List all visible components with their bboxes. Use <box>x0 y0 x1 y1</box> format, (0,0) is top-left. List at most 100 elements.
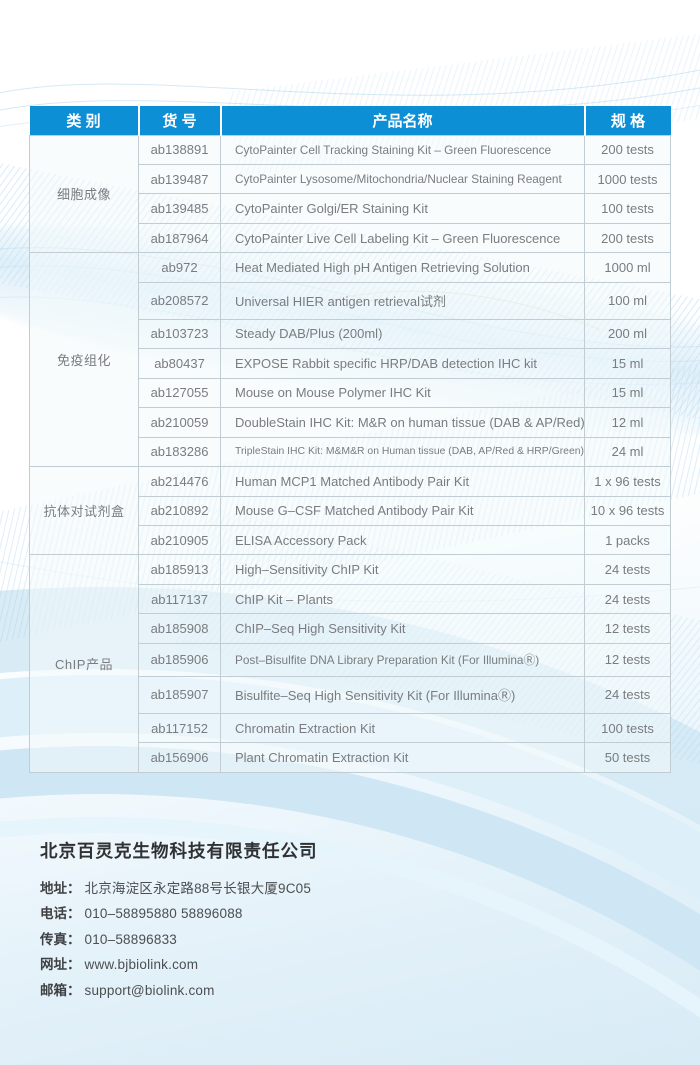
column-header-spec: 规 格 <box>584 106 671 135</box>
catalog-number-cell: ab117137 <box>138 583 221 615</box>
spec-cell: 15 ml <box>584 377 671 409</box>
footer-info-line: 电话： 010–58895880 58896088 <box>40 902 660 927</box>
column-header-catalog-number: 货 号 <box>138 106 222 135</box>
footer-info-value: support@biolink.com <box>84 982 215 998</box>
product-name-cell: Bisulfite–Seq High Sensitivity Kit (For … <box>220 676 585 714</box>
spec-cell: 100 ml <box>584 281 671 320</box>
column-header-product-name: 产品名称 <box>220 106 586 135</box>
table-row: ab185908 ChIP–Seq High Sensitivity Kit 12 … <box>30 613 671 644</box>
catalog-number-cell: ab139485 <box>138 193 221 224</box>
table-row: ab139487 CytoPainter Lysosome/Mitochondri… <box>30 163 671 195</box>
category-cell: 免疫组化 <box>29 252 139 468</box>
product-name-cell: ELISA Accessory Pack <box>220 524 585 556</box>
footer-info-label: 传真： <box>40 931 81 947</box>
spec-cell: 24 tests <box>584 676 671 714</box>
catalog-number-cell: ab185913 <box>138 554 221 585</box>
table-header-row: 类 别 货 号 产品名称 规 格 <box>29 106 671 135</box>
catalog-number-cell: ab117152 <box>138 712 221 744</box>
spec-cell: 1000 tests <box>584 163 671 195</box>
catalog-number-cell: ab210892 <box>138 495 221 526</box>
footer-info-line: 地址： 北京海淀区永定路88号长银大厦9C05 <box>40 877 660 902</box>
product-name-cell: Mouse G–CSF Matched Antibody Pair Kit <box>220 495 585 526</box>
table-row: 细胞成像 ab138891 CytoPainter Cell Tracking St… <box>29 134 671 254</box>
product-name-cell: Heat Mediated High pH Antigen Retrieving… <box>220 252 585 283</box>
catalog-number-cell: ab214476 <box>138 466 221 497</box>
spec-cell: 1000 ml <box>584 252 671 283</box>
footer-contact-block: 北京百灵克生物科技有限责任公司 地址： 北京海淀区永定路88号长银大厦9C05 电话… <box>40 838 660 1004</box>
catalog-number-cell: ab208572 <box>138 281 221 320</box>
catalog-number-cell: ab156906 <box>138 742 221 773</box>
spec-cell: 12 ml <box>584 407 671 438</box>
catalog-number-cell: ab210059 <box>138 407 221 438</box>
product-name-cell: ChIP–Seq High Sensitivity Kit <box>220 613 585 644</box>
footer-info-line: 邮箱： support@biolink.com <box>40 979 660 1004</box>
footer-info-value: 010–58896833 <box>84 931 177 947</box>
table-row: ChIP产品 ab185913 High–Sensitivity ChIP Kit 2… <box>29 554 671 773</box>
product-name-cell: CytoPainter Lysosome/Mitochondria/Nuclea… <box>220 163 585 195</box>
product-name-cell: CytoPainter Live Cell Labeling Kit – Gre… <box>220 222 585 254</box>
catalog-number-cell: ab183286 <box>138 436 221 468</box>
footer-info-value: 010–58895880 58896088 <box>84 906 243 922</box>
product-name-cell: ChIP Kit – Plants <box>220 583 585 615</box>
table-row: ab187964 CytoPainter Live Cell Labeling K… <box>30 222 671 254</box>
spec-cell: 1 x 96 tests <box>584 466 671 497</box>
table-row: ab117152 Chromatin Extraction Kit 100 test… <box>30 712 671 744</box>
product-name-cell: EXPOSE Rabbit specific HRP/DAB detection… <box>220 348 585 379</box>
product-name-cell: Mouse on Mouse Polymer IHC Kit <box>220 377 585 409</box>
column-header-category: 类 别 <box>29 106 140 135</box>
catalog-number-cell: ab138891 <box>138 134 221 165</box>
spec-cell: 24 ml <box>584 436 671 468</box>
table-row: ab127055 Mouse on Mouse Polymer IHC Kit 15… <box>30 377 671 409</box>
category-cell: 抗体对试剂盒 <box>29 466 139 556</box>
company-name: 北京百灵克生物科技有限责任公司 <box>40 841 318 861</box>
footer-info-label: 电话： <box>40 906 81 922</box>
spec-cell: 100 tests <box>584 193 671 224</box>
table-row: ab156906 Plant Chromatin Extraction Kit 50… <box>30 742 671 773</box>
table-row: 抗体对试剂盒 ab214476 Human MCP1 Matched Antibod… <box>29 466 671 556</box>
product-name-cell: High–Sensitivity ChIP Kit <box>220 554 585 585</box>
table-row: 免疫组化 ab972 Heat Mediated High pH Antigen R… <box>29 252 671 468</box>
catalog-number-cell: ab185906 <box>138 642 221 678</box>
product-name-cell: Plant Chromatin Extraction Kit <box>220 742 585 773</box>
table-row: ab103723 Steady DAB/Plus (200ml) 200 ml <box>30 318 671 350</box>
footer-info-value: 北京海淀区永定路88号长银大厦9C05 <box>84 881 312 896</box>
spec-cell: 200 tests <box>584 222 671 254</box>
spec-cell: 15 ml <box>584 348 671 379</box>
catalog-number-cell: ab127055 <box>138 377 221 409</box>
catalog-number-cell: ab80437 <box>138 348 221 379</box>
catalog-number-cell: ab210905 <box>138 524 221 556</box>
product-name-cell: Steady DAB/Plus (200ml) <box>220 318 585 350</box>
catalog-number-cell: ab187964 <box>138 222 221 254</box>
product-name-cell: Post–Bisulfite DNA Library Preparation K… <box>220 642 585 678</box>
spec-cell: 200 tests <box>584 134 671 165</box>
catalog-number-cell: ab185907 <box>138 676 221 714</box>
product-name-cell: CytoPainter Golgi/ER Staining Kit <box>220 193 585 224</box>
table-row: ab210905 ELISA Accessory Pack 1 packs <box>30 524 671 556</box>
footer-info-label: 地址： <box>40 881 81 896</box>
spec-cell: 12 tests <box>584 613 671 644</box>
footer-info-line: 传真： 010–58896833 <box>40 928 660 953</box>
product-name-cell: DoubleStain IHC Kit: M&R on human tissue… <box>220 407 585 438</box>
spec-cell: 24 tests <box>584 554 671 585</box>
footer-info-label: 邮箱： <box>40 982 81 998</box>
catalog-number-cell: ab185908 <box>138 613 221 644</box>
catalog-number-cell: ab139487 <box>138 163 221 195</box>
category-cell: 细胞成像 <box>29 134 139 254</box>
table-row: ab80437 EXPOSE Rabbit specific HRP/DAB de… <box>30 348 671 379</box>
product-name-cell: CytoPainter Cell Tracking Staining Kit –… <box>220 134 585 165</box>
product-name-cell: Human MCP1 Matched Antibody Pair Kit <box>220 466 585 497</box>
footer-info-line: 网址： www.bjbiolink.com <box>40 953 660 978</box>
spec-cell: 100 tests <box>584 712 671 744</box>
table-row: ab139485 CytoPainter Golgi/ER Staining Ki… <box>30 193 671 224</box>
table-row: ab210059 DoubleStain IHC Kit: M&R on huma… <box>30 407 671 438</box>
catalog-number-cell: ab103723 <box>138 318 221 350</box>
category-cell: ChIP产品 <box>29 554 139 773</box>
product-name-cell: TripleStain IHC Kit: M&M&R on Human tiss… <box>220 436 585 468</box>
spec-cell: 50 tests <box>584 742 671 773</box>
spec-cell: 10 x 96 tests <box>584 495 671 526</box>
footer-info-value: www.bjbiolink.com <box>84 957 199 973</box>
table-row: ab185906 Post–Bisulfite DNA Library Prepa… <box>30 642 671 678</box>
spec-cell: 24 tests <box>584 583 671 615</box>
product-name-cell: Universal HIER antigen retrieval试剂 <box>220 281 585 320</box>
